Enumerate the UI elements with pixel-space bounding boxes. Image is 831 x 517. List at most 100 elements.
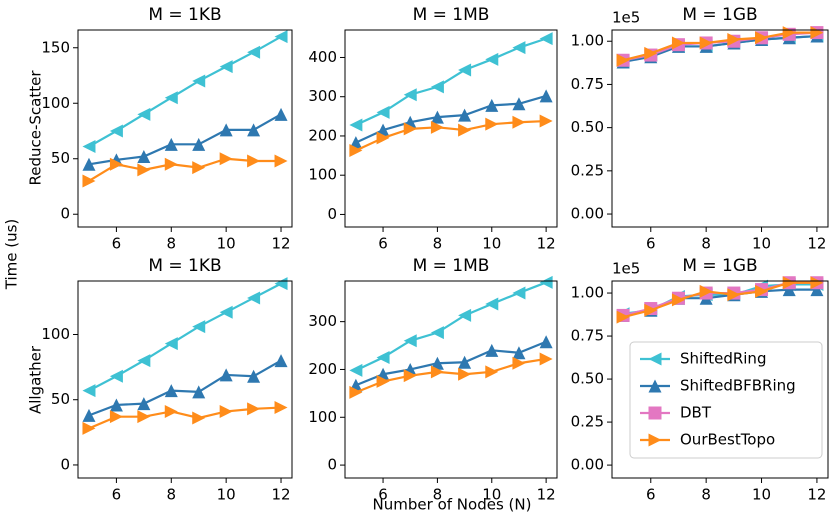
marker bbox=[82, 140, 96, 154]
marker bbox=[109, 157, 123, 171]
axes-frame bbox=[77, 29, 293, 228]
marker bbox=[782, 283, 796, 297]
series-line bbox=[355, 94, 547, 144]
subplot-title: M = 1MB bbox=[413, 5, 490, 25]
y-tick-label: 150 bbox=[41, 38, 70, 56]
axes-frame bbox=[344, 29, 558, 228]
series-line bbox=[88, 359, 282, 417]
marker bbox=[485, 52, 499, 66]
marker bbox=[247, 123, 261, 137]
marker bbox=[137, 163, 151, 177]
x-tick-label: 10 bbox=[217, 486, 236, 504]
subplot-title: M = 1GB bbox=[682, 256, 757, 276]
axes-frame bbox=[77, 280, 293, 479]
marker bbox=[458, 108, 472, 122]
x-tick-label: 8 bbox=[167, 486, 177, 504]
x-tick-label: 12 bbox=[271, 235, 290, 253]
marker bbox=[403, 334, 417, 348]
marker bbox=[430, 80, 444, 94]
y-tick-label: 0.50 bbox=[571, 118, 604, 136]
marker bbox=[512, 41, 526, 55]
subplot-title: M = 1GB bbox=[682, 5, 757, 25]
marker bbox=[82, 157, 96, 171]
marker bbox=[430, 326, 444, 340]
marker bbox=[727, 288, 741, 302]
subplot-title: M = 1KB bbox=[148, 5, 221, 25]
y-tick-label: 0.75 bbox=[571, 327, 604, 345]
y-tick-label: 0.00 bbox=[571, 205, 604, 223]
x-tick-label: 6 bbox=[378, 235, 388, 253]
marker bbox=[219, 404, 233, 418]
legend-label: ShiftedBFBRing bbox=[680, 377, 796, 395]
marker bbox=[755, 31, 769, 45]
x-tick-label: 6 bbox=[112, 486, 122, 504]
marker bbox=[82, 174, 96, 188]
marker bbox=[671, 293, 685, 307]
y-tick-label: 300 bbox=[308, 312, 337, 330]
y-tick-label: 1.00 bbox=[571, 32, 604, 50]
marker bbox=[616, 53, 630, 67]
x-tick-label: 10 bbox=[752, 486, 771, 504]
marker bbox=[539, 352, 553, 366]
marker bbox=[192, 411, 206, 425]
y-tick-label: 0.75 bbox=[571, 75, 604, 93]
marker bbox=[539, 89, 553, 103]
marker bbox=[219, 123, 233, 137]
y-tick-label: 100 bbox=[41, 325, 70, 343]
x-tick-label: 12 bbox=[537, 486, 556, 504]
legend-marker bbox=[648, 379, 662, 393]
legend-marker bbox=[648, 352, 662, 366]
marker bbox=[782, 26, 796, 40]
marker bbox=[430, 356, 444, 370]
y-tick-label: 0 bbox=[60, 205, 70, 223]
marker bbox=[192, 385, 206, 399]
marker bbox=[137, 397, 151, 411]
marker bbox=[782, 276, 796, 290]
x-tick-label: 8 bbox=[167, 235, 177, 253]
legend-marker bbox=[648, 433, 662, 447]
y-tick-label: 100 bbox=[308, 166, 337, 184]
marker bbox=[109, 124, 123, 138]
marker bbox=[219, 152, 233, 166]
marker bbox=[192, 161, 206, 175]
marker bbox=[349, 143, 363, 157]
y-tick-label: 1.00 bbox=[571, 284, 604, 302]
marker bbox=[109, 410, 123, 424]
marker bbox=[219, 368, 233, 382]
x-tick-label: 10 bbox=[752, 235, 771, 253]
marker bbox=[430, 110, 444, 124]
series-line bbox=[355, 340, 547, 387]
x-tick-label: 8 bbox=[701, 235, 711, 253]
marker bbox=[109, 398, 123, 412]
marker bbox=[247, 45, 261, 59]
marker bbox=[458, 355, 472, 369]
legend-box bbox=[629, 341, 823, 459]
marker bbox=[82, 384, 96, 398]
marker bbox=[810, 26, 824, 40]
marker bbox=[247, 402, 261, 416]
x-tick-label: 8 bbox=[701, 486, 711, 504]
marker bbox=[137, 410, 151, 424]
marker bbox=[274, 277, 288, 291]
marker bbox=[247, 291, 261, 305]
marker bbox=[458, 123, 472, 137]
y-tick-label: 100 bbox=[41, 94, 70, 112]
marker bbox=[274, 154, 288, 168]
marker bbox=[403, 88, 417, 102]
marker bbox=[539, 114, 553, 128]
x-tick-label: 8 bbox=[433, 486, 443, 504]
marker bbox=[458, 367, 472, 381]
marker bbox=[644, 303, 658, 317]
marker bbox=[137, 354, 151, 368]
marker bbox=[485, 343, 499, 357]
marker bbox=[458, 308, 472, 322]
marker bbox=[349, 385, 363, 399]
marker bbox=[192, 74, 206, 88]
legend-marker bbox=[648, 406, 662, 420]
subplot-title: M = 1KB bbox=[148, 256, 221, 276]
x-tick-label: 6 bbox=[646, 486, 656, 504]
x-tick-label: 12 bbox=[271, 486, 290, 504]
y-tick-label: 100 bbox=[308, 408, 337, 426]
marker bbox=[485, 297, 499, 311]
marker bbox=[403, 369, 417, 383]
